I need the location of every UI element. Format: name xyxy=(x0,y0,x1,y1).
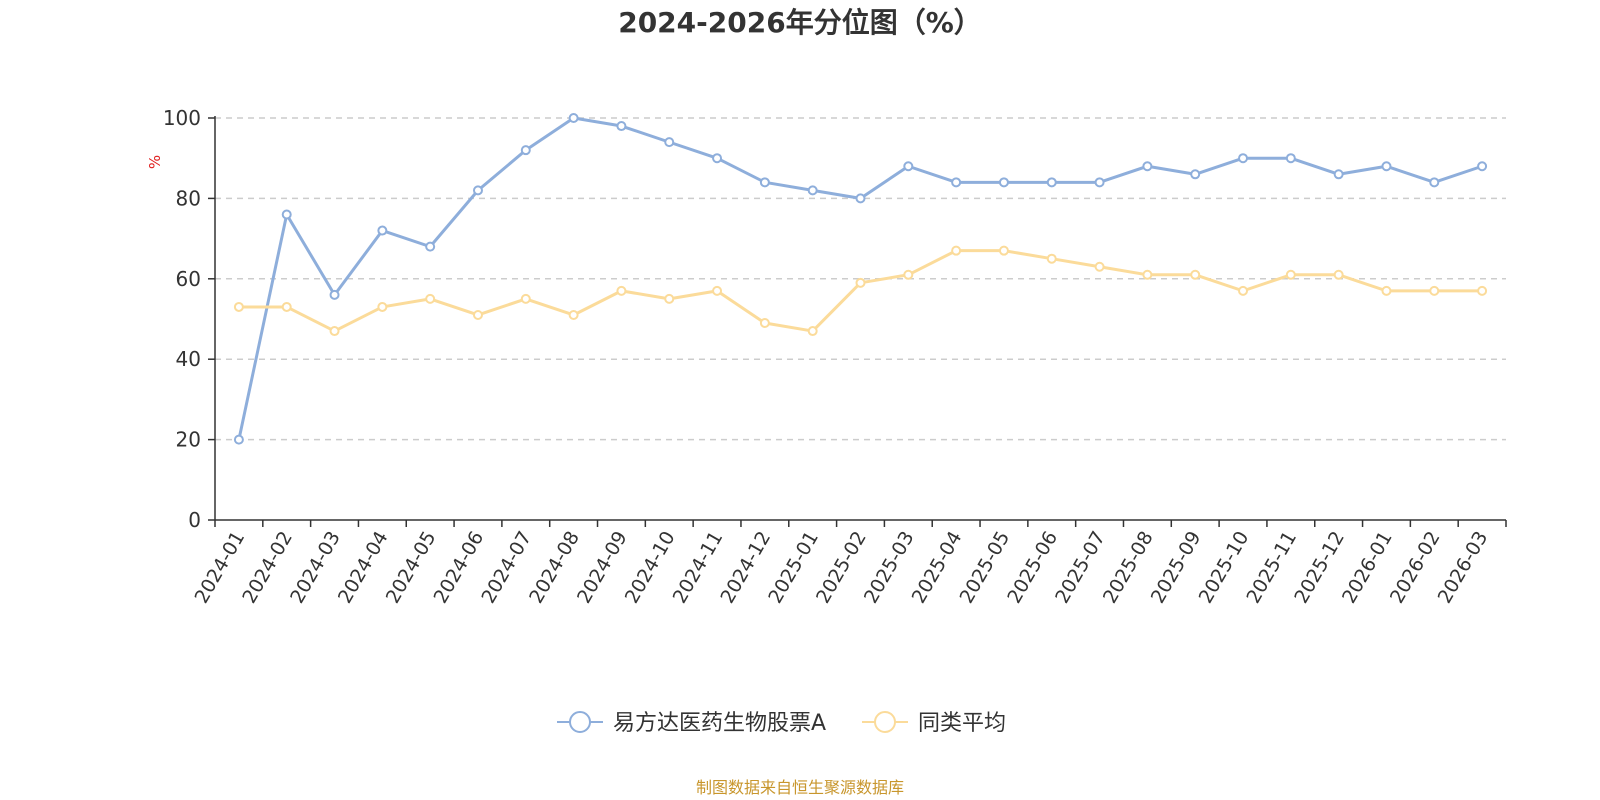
y-tick-label: 0 xyxy=(188,508,201,532)
chart-title: 2024-2026年分位图（%） xyxy=(618,6,982,39)
data-point xyxy=(1094,177,1105,188)
series-line xyxy=(237,249,1484,333)
data-point xyxy=(807,326,818,337)
data-point xyxy=(425,241,436,252)
data-point xyxy=(1046,253,1057,264)
series-2 xyxy=(233,245,1488,337)
data-point xyxy=(616,121,627,132)
series-1 xyxy=(233,113,1488,445)
data-point xyxy=(1285,153,1296,164)
data-point xyxy=(616,285,627,296)
legend-marker-icon xyxy=(874,711,896,733)
data-point xyxy=(377,225,388,236)
data-point xyxy=(1477,161,1488,172)
data-point xyxy=(951,177,962,188)
data-point xyxy=(472,309,483,320)
data-point xyxy=(1477,285,1488,296)
data-point xyxy=(712,153,723,164)
data-point xyxy=(377,301,388,312)
data-point xyxy=(281,301,292,312)
data-point xyxy=(520,145,531,156)
source-note: 制图数据来自恒生聚源数据库 xyxy=(696,778,904,797)
data-point xyxy=(951,245,962,256)
data-point xyxy=(1190,269,1201,280)
data-point xyxy=(903,161,914,172)
data-point xyxy=(712,285,723,296)
y-tick-label: 40 xyxy=(176,347,201,371)
data-point xyxy=(1142,269,1153,280)
data-point xyxy=(1046,177,1057,188)
y-tick-label: 80 xyxy=(176,186,201,210)
data-point xyxy=(1381,285,1392,296)
data-point xyxy=(1381,161,1392,172)
data-point xyxy=(1238,285,1249,296)
data-point xyxy=(233,301,244,312)
data-point xyxy=(520,293,531,304)
data-point xyxy=(1429,177,1440,188)
x-axis-ticks: 2024-012024-022024-032024-042024-052024-… xyxy=(190,520,1507,607)
data-point xyxy=(1285,269,1296,280)
axes xyxy=(214,116,1506,521)
data-point xyxy=(807,185,818,196)
data-point xyxy=(1333,169,1344,180)
data-point xyxy=(759,177,770,188)
data-point xyxy=(664,293,675,304)
y-tick-label: 60 xyxy=(176,267,201,291)
data-point xyxy=(855,277,866,288)
data-point xyxy=(998,245,1009,256)
y-tick-label: 100 xyxy=(163,106,201,130)
legend-label: 同类平均 xyxy=(918,711,1006,736)
data-point xyxy=(425,293,436,304)
data-point xyxy=(1429,285,1440,296)
data-point xyxy=(903,269,914,280)
data-point xyxy=(568,113,579,123)
legend-item-1[interactable]: 易方达医药生物股票A xyxy=(557,711,826,736)
data-point xyxy=(855,193,866,204)
y-axis-ticks: 0 20 40 60 80 100 xyxy=(163,106,215,532)
data-point xyxy=(664,137,675,148)
legend-marker-icon xyxy=(569,711,591,733)
y-axis-label: % xyxy=(146,155,164,169)
data-point xyxy=(233,434,244,445)
data-point xyxy=(568,309,579,320)
data-point xyxy=(329,289,340,300)
data-point xyxy=(281,209,292,220)
legend-item-2[interactable]: 同类平均 xyxy=(862,711,1006,736)
y-tick-label: 20 xyxy=(176,428,201,452)
series-group xyxy=(233,113,1488,445)
legend-label: 易方达医药生物股票A xyxy=(613,711,826,736)
data-point xyxy=(1142,161,1153,172)
data-point xyxy=(759,318,770,329)
data-point xyxy=(1094,261,1105,272)
data-point xyxy=(1333,269,1344,280)
data-point xyxy=(472,185,483,196)
data-point xyxy=(1238,153,1249,164)
legend[interactable]: 易方达医药生物股票A 同类平均 xyxy=(557,711,1006,736)
data-point xyxy=(329,326,340,337)
data-point xyxy=(1190,169,1201,180)
data-point xyxy=(998,177,1009,188)
